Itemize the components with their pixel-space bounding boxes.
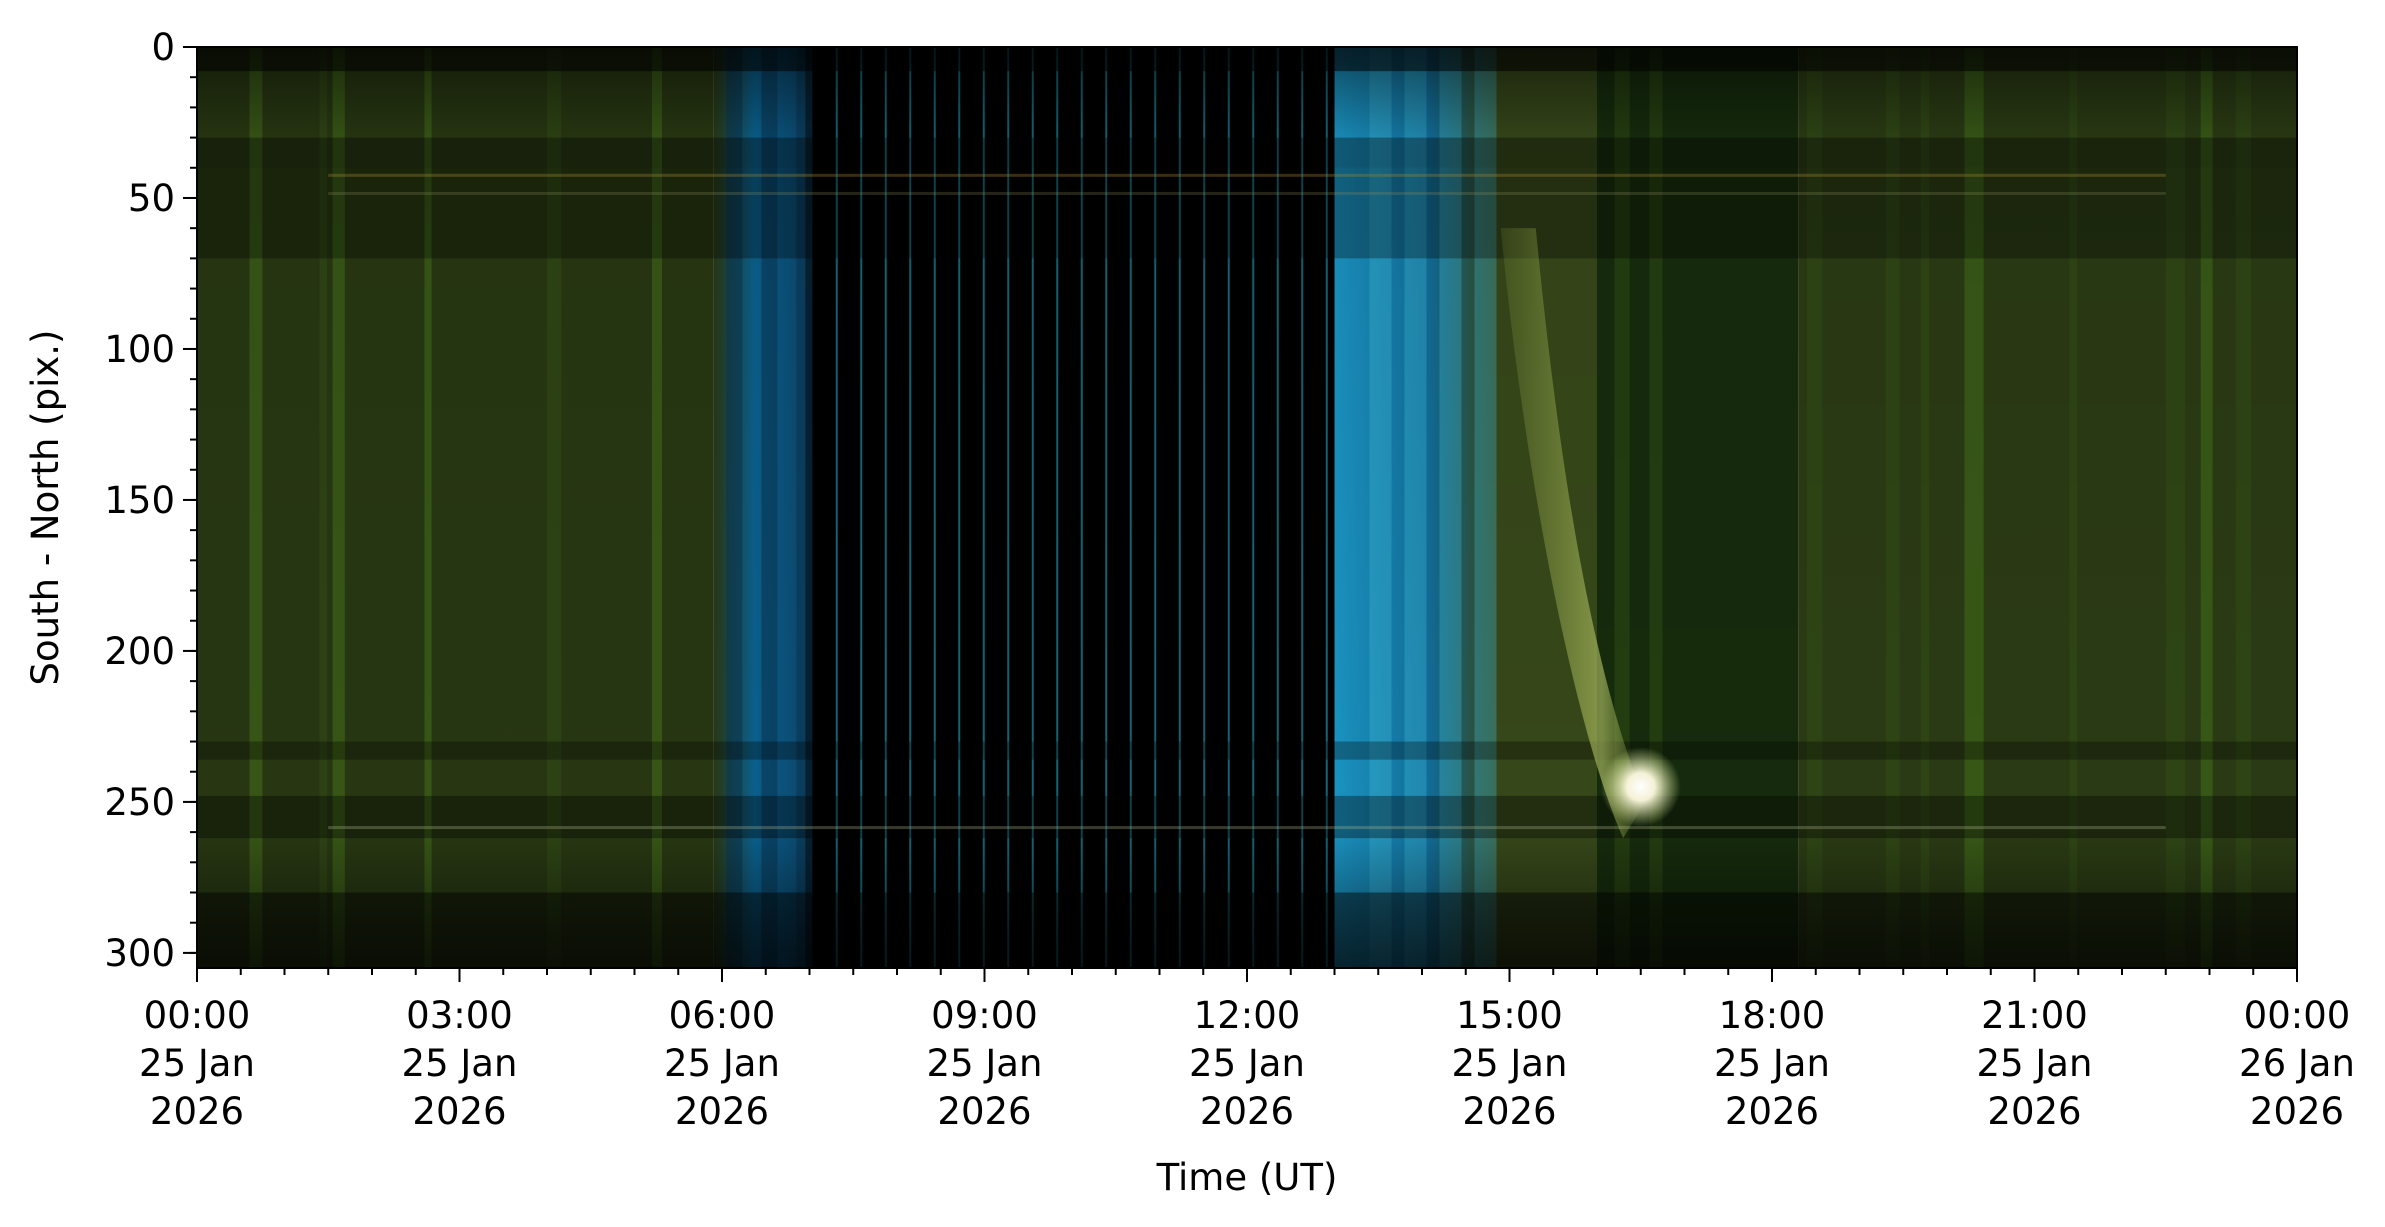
x-axis: 00:00 25 Jan 2026 03:00 25 Jan 2026 06:00 25 Ja… xyxy=(139,968,2355,1133)
x-tick-label: 03:00 25 Jan 2026 xyxy=(402,994,518,1133)
x-tick-label: 15:00 25 Jan 2026 xyxy=(1452,994,1568,1133)
x-tick-label: 09:00 25 Jan 2026 xyxy=(927,994,1043,1133)
x-tick-label: 06:00 25 Jan 2026 xyxy=(664,994,780,1133)
x-tick-label: 12:00 25 Jan 2026 xyxy=(1189,994,1305,1133)
y-tick-label: 150 xyxy=(104,479,175,522)
y-tick-label: 250 xyxy=(104,781,175,824)
y-tick-label: 100 xyxy=(104,328,175,371)
y-axis-label: South - North (pix.) xyxy=(24,330,67,686)
bright-spot xyxy=(1600,746,1681,827)
y-tick-label: 200 xyxy=(104,630,175,673)
x-tick-label: 00:00 25 Jan 2026 xyxy=(139,994,255,1133)
x-tick-label: 00:00 26 Jan 2026 xyxy=(2239,994,2355,1133)
y-axis: 0 50 100 150 200 250 300 xyxy=(104,26,197,975)
x-tick-label: 21:00 25 Jan 2026 xyxy=(1977,994,2093,1133)
x-tick-label: 18:00 25 Jan 2026 xyxy=(1714,994,1830,1133)
y-tick-label: 50 xyxy=(128,177,175,220)
x-axis-label: Time (UT) xyxy=(1156,1156,1338,1199)
plot-area xyxy=(197,47,2297,968)
y-tick-label: 0 xyxy=(151,26,175,69)
aurora-arc xyxy=(1500,228,1646,839)
edge-shading xyxy=(197,47,2297,968)
y-tick-label: 300 xyxy=(104,932,175,975)
